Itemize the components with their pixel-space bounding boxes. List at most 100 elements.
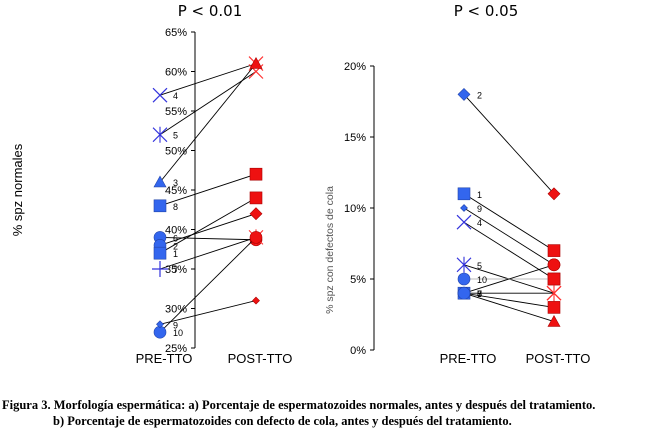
pre-diamond-marker <box>457 87 471 101</box>
chart-defectos-cola: P < 0.05 0% 5% 10% 15% 20% % spz con defectos … <box>324 2 590 366</box>
series-3: 3 <box>457 285 562 302</box>
y-tick-label: 25% <box>165 343 187 355</box>
series-line <box>463 264 555 294</box>
y-tick-label: 55% <box>165 106 187 118</box>
series-label: 5 <box>173 131 178 141</box>
post-triangle-marker <box>547 314 561 327</box>
x-category-label-pre-tto: PRE-TTO <box>440 351 497 366</box>
series-line <box>463 193 555 251</box>
pre-x-marker <box>152 87 168 103</box>
pre-triangle-marker <box>153 175 167 188</box>
series-label: 4 <box>173 91 178 101</box>
series-label: 3 <box>477 289 482 299</box>
y-axis-label: % spz con defectos de cola <box>324 186 336 314</box>
post-circle-marker <box>249 231 263 244</box>
series-label: 8 <box>173 202 178 212</box>
series-9: 9 <box>156 296 260 330</box>
series-line <box>159 173 257 207</box>
series-label: 4 <box>477 218 482 228</box>
series-8: 8 <box>153 167 263 213</box>
pre-small-diamond-marker <box>460 204 468 212</box>
y-tick-label: 5% <box>350 274 366 286</box>
series-label: 1 <box>477 190 482 200</box>
y-tick-label: 10% <box>344 203 366 215</box>
series-5: 5 <box>456 256 562 301</box>
figure-caption-line-1: Figura 3. Morfología espermática: a) Por… <box>2 398 596 412</box>
series-label: 7 <box>173 265 178 275</box>
y-tick-label: 0% <box>350 345 366 357</box>
series-3: 3 <box>153 56 263 188</box>
series-label: 7 <box>477 289 482 299</box>
series-line <box>159 300 257 325</box>
series-line <box>159 213 257 246</box>
y-tick-label: 60% <box>165 67 187 79</box>
series-4: 4 <box>456 214 561 286</box>
series-label: 5 <box>477 261 482 271</box>
series-label: 9 <box>477 204 482 214</box>
post-diamond-marker <box>249 207 263 221</box>
series-line <box>159 236 257 270</box>
series-line <box>159 71 257 136</box>
series-4: 4 <box>152 56 264 103</box>
y-tick-label: 40% <box>165 225 187 237</box>
chart-normales: P < 0.01 25% 30% 35% 40% 45% 50% 55% 60% 65% % spz… <box>10 2 292 366</box>
post-square-marker <box>249 191 263 205</box>
series-label: 1 <box>173 249 178 259</box>
post-square-marker <box>547 244 561 257</box>
series-1: 1 <box>457 187 561 257</box>
pre-square-marker <box>153 199 167 213</box>
y-tick-label: 15% <box>344 132 366 144</box>
pre-x-marker <box>456 214 472 230</box>
series-line <box>463 292 555 323</box>
series-line <box>159 236 257 241</box>
series-label: 6 <box>477 289 482 299</box>
series-line <box>159 197 257 254</box>
post-star-marker <box>546 285 562 302</box>
chart-title: P < 0.05 <box>454 2 519 20</box>
y-tick-label: 35% <box>165 264 187 276</box>
post-diamond-marker <box>547 187 561 201</box>
pre-small-diamond-marker <box>156 320 164 329</box>
pre-star-marker <box>456 256 472 273</box>
post-square-marker <box>547 301 561 314</box>
series-label: 10 <box>173 328 183 338</box>
pre-square-marker <box>153 246 167 260</box>
y-tick-label: 50% <box>165 146 187 158</box>
series-1: 1 <box>153 191 263 260</box>
pre-circle-marker <box>457 286 471 300</box>
series-label: 2 <box>477 90 482 100</box>
series-2: 2 <box>457 87 561 201</box>
series-label: 6 <box>173 233 178 243</box>
series-label: 2 <box>173 241 178 251</box>
y-tick-label: 65% <box>165 27 187 39</box>
series-label: 3 <box>173 178 178 188</box>
pre-star-marker <box>152 126 168 143</box>
figure-caption-line-2: b) Porcentaje de espermatozoides con def… <box>53 414 512 428</box>
series-label: 9 <box>173 320 178 330</box>
series-label: 8 <box>477 289 482 299</box>
x-category-label-post-tto: POST-TTO <box>228 351 293 366</box>
y-tick-label: 45% <box>165 185 187 197</box>
series-label: 10 <box>477 275 487 285</box>
post-square-marker <box>249 167 263 181</box>
series-8: 8 <box>457 286 561 327</box>
y-tick-label: 30% <box>165 304 187 316</box>
series-line <box>463 94 555 195</box>
post-square-marker <box>547 272 561 286</box>
x-category-label-pre-tto: PRE-TTO <box>136 351 193 366</box>
chart-title: P < 0.01 <box>178 2 243 20</box>
pre-circle-marker <box>457 272 471 286</box>
post-small-diamond-marker <box>252 296 260 305</box>
y-axis-label: % spz normales <box>10 143 25 236</box>
post-triangle-marker <box>249 56 263 69</box>
series-line <box>463 292 555 308</box>
pre-plus-marker <box>152 261 168 277</box>
pre-square-marker <box>457 187 471 201</box>
series-line <box>463 207 555 266</box>
series-7: 7 <box>457 286 561 314</box>
x-category-label-post-tto: POST-TTO <box>526 351 591 366</box>
series-line <box>159 237 257 333</box>
series-line <box>159 63 257 183</box>
series-9: 9 <box>460 204 561 272</box>
